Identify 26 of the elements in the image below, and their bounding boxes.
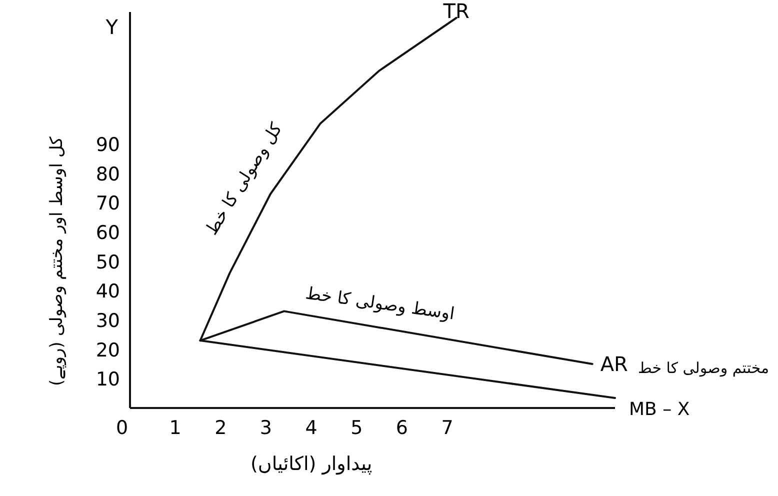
y-tick-label: 70 <box>96 192 120 215</box>
x-tick-label: 4 <box>305 417 318 439</box>
y-tick-label: 40 <box>96 280 120 303</box>
y-tick-label: 30 <box>96 310 120 332</box>
x-tick-label: 6 <box>396 417 408 439</box>
x-tick-label: 2 <box>214 417 227 439</box>
x-tick-label: 7 <box>441 417 454 439</box>
x-tick-label: 0 <box>116 417 128 439</box>
y-tick-label: 90 <box>96 134 120 156</box>
series-label: TR <box>442 0 470 23</box>
series-label: AR <box>600 352 628 376</box>
text: Y <box>104 15 119 39</box>
y-tick-label: 10 <box>96 368 120 391</box>
annotation: اوسط وصولی کا خط <box>304 284 456 324</box>
text: مختتم وصولی کا خط <box>638 359 770 377</box>
x-tick-label: 3 <box>260 417 272 439</box>
y-tick-label: 80 <box>96 163 120 186</box>
x-axis-title: پیداوار (اکائیاں) <box>250 453 372 475</box>
y-tick-label: 50 <box>96 251 120 274</box>
y-tick-label: 20 <box>96 339 120 362</box>
x-tick-label: 5 <box>350 417 363 439</box>
y-tick-label: 60 <box>96 222 120 244</box>
y-axis-title: کل اوسط اور مختتم وصولی (روپے) <box>47 136 67 386</box>
annotation: کل وصولی کا خط <box>202 118 288 239</box>
x-tick-label: 1 <box>169 417 182 439</box>
text: MB – X <box>629 399 690 420</box>
